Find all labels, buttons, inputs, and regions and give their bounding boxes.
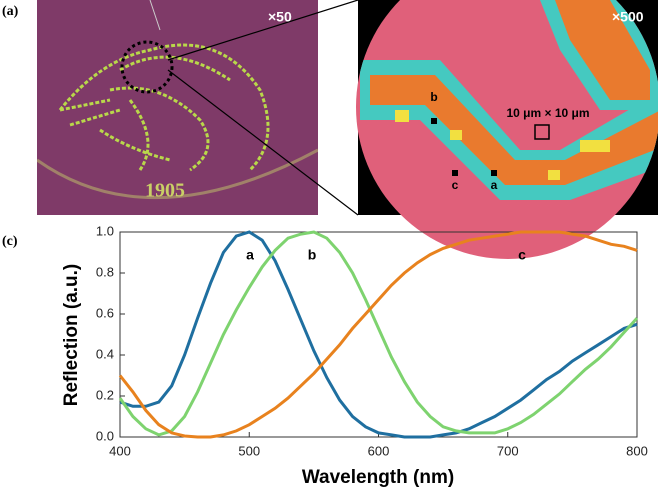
series-line [118,230,638,439]
zoom-line [167,69,359,216]
zoom-circle [120,40,174,94]
y-tick-label: 0.8 [96,264,114,279]
x-axis-title: Wavelength (nm) [302,467,454,488]
zoom-line [167,0,359,61]
point-label: a [491,178,498,192]
magnification: ×500 [612,9,644,25]
plot-frame [119,231,638,438]
micro-image [356,0,658,259]
coin-year: 1905 [145,180,185,202]
y-tick-label: 0.6 [96,305,114,320]
y-tick-label: 0.4 [96,346,114,361]
scale-label: 10 μm × 10 μm [506,106,589,120]
x-tick-label: 700 [497,443,519,458]
series-label: b [308,247,317,263]
series-label: c [518,247,526,263]
panel-label: (c) [2,234,18,249]
series-line [119,230,638,439]
y-tick-label: 1.0 [96,223,114,238]
panel-label: (a) [2,4,19,19]
area-marker [534,124,550,140]
x-tick-label: 600 [368,443,390,458]
point-marker [431,118,437,124]
point-marker [452,170,458,176]
y-tick-label: 0.0 [96,428,114,443]
x-tick-label: 500 [238,443,260,458]
series-label: a [246,247,254,263]
magnification: ×50 [268,9,292,25]
y-axis-title: Reflection (a.u.) [61,264,82,407]
point-label: c [452,178,459,192]
point-marker [491,170,497,176]
series-line [118,230,639,437]
point-label: b [430,90,437,104]
x-tick-label: 800 [626,443,648,458]
coin-image [37,0,318,215]
y-tick-label: 0.2 [96,387,114,402]
x-tick-label: 400 [109,443,131,458]
